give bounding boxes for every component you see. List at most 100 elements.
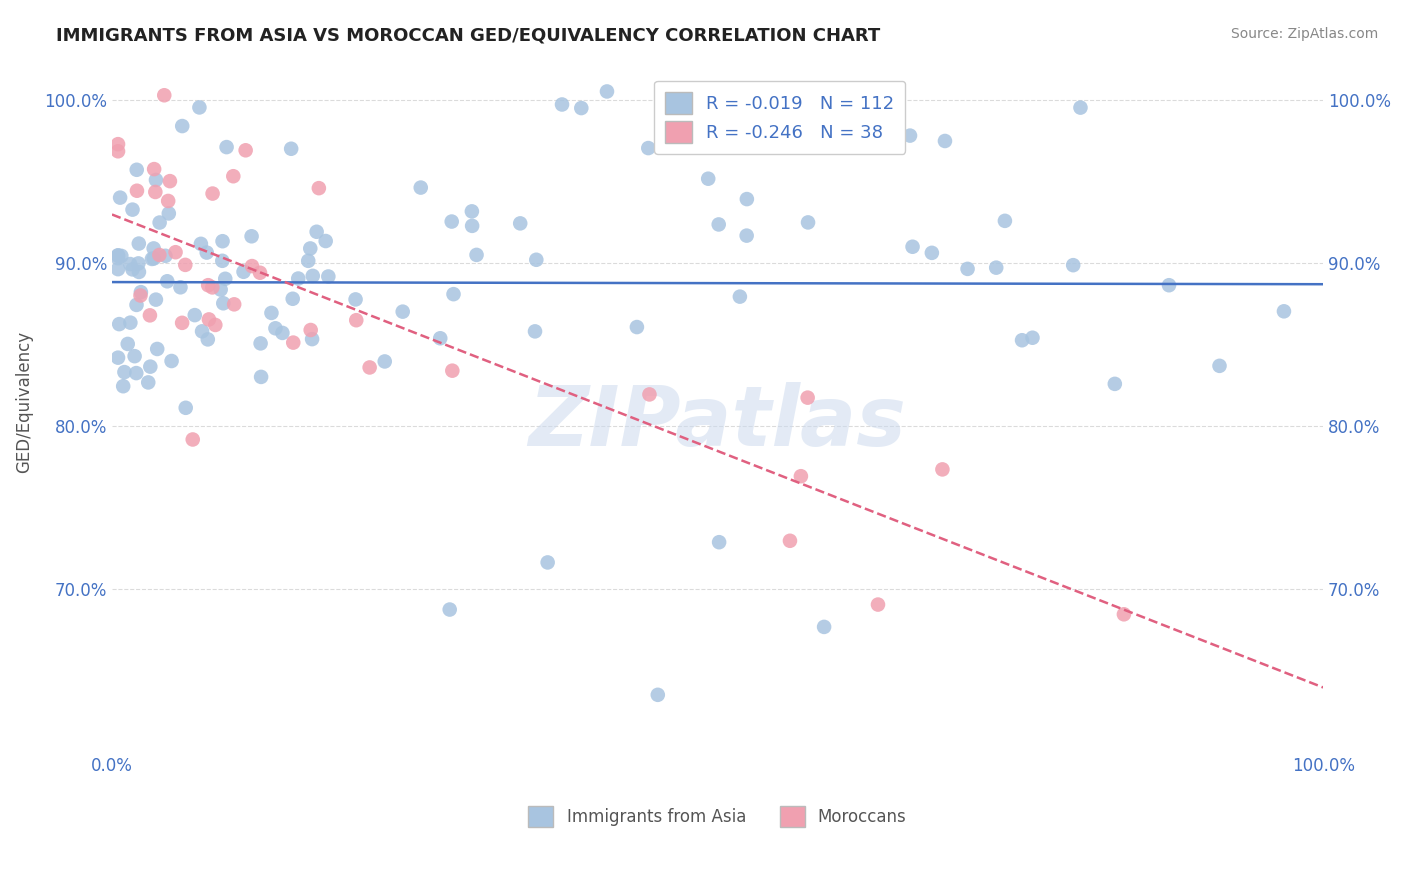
Point: [172, 316, 194, 330]
Point: [260, 306, 283, 320]
Point: [898, 128, 921, 143]
Point: [283, 335, 305, 350]
Point: [443, 287, 465, 301]
Point: [637, 141, 659, 155]
Point: [143, 162, 166, 177]
Point: [212, 296, 235, 310]
Point: [956, 261, 979, 276]
Point: [1011, 333, 1033, 347]
Point: [112, 365, 135, 379]
Point: [145, 293, 167, 307]
Point: [318, 269, 340, 284]
Point: [439, 602, 461, 616]
Point: [141, 252, 163, 266]
Point: [201, 280, 224, 294]
Point: [301, 332, 323, 346]
Point: [209, 283, 232, 297]
Point: [931, 462, 953, 476]
Point: [142, 252, 165, 266]
Point: [524, 324, 547, 338]
Point: [232, 265, 254, 279]
Point: [281, 292, 304, 306]
Point: [127, 256, 149, 270]
Point: [110, 249, 132, 263]
Point: [211, 253, 233, 268]
Point: [250, 370, 273, 384]
Point: [934, 134, 956, 148]
Point: [735, 228, 758, 243]
Point: [143, 185, 166, 199]
Point: [249, 266, 271, 280]
Point: [172, 119, 194, 133]
Point: [204, 318, 226, 332]
Point: [249, 336, 271, 351]
Point: [155, 249, 177, 263]
Point: [728, 290, 751, 304]
Point: [195, 245, 218, 260]
Point: [107, 251, 129, 265]
Text: Source: ZipAtlas.com: Source: ZipAtlas.com: [1230, 27, 1378, 41]
Point: [280, 142, 302, 156]
Legend: Immigrants from Asia, Moroccans: Immigrants from Asia, Moroccans: [522, 799, 914, 833]
Point: [374, 354, 396, 368]
Point: [124, 349, 146, 363]
Point: [153, 88, 176, 103]
Point: [994, 214, 1017, 228]
Point: [198, 312, 221, 326]
Point: [222, 169, 245, 184]
Point: [287, 271, 309, 285]
Text: IMMIGRANTS FROM ASIA VS MOROCCAN GED/EQUIVALENCY CORRELATION CHART: IMMIGRANTS FROM ASIA VS MOROCCAN GED/EQU…: [56, 27, 880, 45]
Point: [125, 184, 148, 198]
Point: [107, 137, 129, 152]
Point: [191, 324, 214, 338]
Point: [299, 242, 322, 256]
Point: [125, 298, 148, 312]
Point: [735, 192, 758, 206]
Point: [813, 620, 835, 634]
Point: [1069, 101, 1091, 115]
Point: [797, 215, 820, 229]
Point: [108, 191, 131, 205]
Point: [344, 313, 367, 327]
Point: [169, 280, 191, 294]
Y-axis label: GED/Equivalency: GED/Equivalency: [15, 331, 32, 473]
Point: [149, 215, 172, 229]
Point: [790, 469, 813, 483]
Point: [197, 278, 219, 293]
Point: [107, 351, 129, 365]
Point: [159, 174, 181, 188]
Point: [596, 85, 619, 99]
Point: [1157, 278, 1180, 293]
Point: [697, 171, 720, 186]
Point: [707, 218, 730, 232]
Point: [441, 364, 464, 378]
Point: [157, 194, 180, 208]
Point: [181, 433, 204, 447]
Point: [121, 262, 143, 277]
Point: [647, 688, 669, 702]
Point: [524, 252, 547, 267]
Point: [174, 401, 197, 415]
Point: [465, 248, 488, 262]
Point: [901, 240, 924, 254]
Point: [264, 321, 287, 335]
Point: [107, 145, 129, 159]
Point: [240, 259, 263, 273]
Point: [1208, 359, 1230, 373]
Point: [142, 241, 165, 255]
Point: [145, 173, 167, 187]
Point: [128, 265, 150, 279]
Point: [315, 234, 337, 248]
Point: [1062, 258, 1084, 272]
Point: [271, 326, 294, 340]
Point: [121, 202, 143, 217]
Point: [866, 598, 889, 612]
Point: [108, 317, 131, 331]
Point: [156, 274, 179, 288]
Point: [165, 245, 187, 260]
Point: [107, 249, 129, 263]
Point: [1272, 304, 1295, 318]
Point: [120, 257, 142, 271]
Point: [359, 360, 381, 375]
Point: [125, 366, 148, 380]
